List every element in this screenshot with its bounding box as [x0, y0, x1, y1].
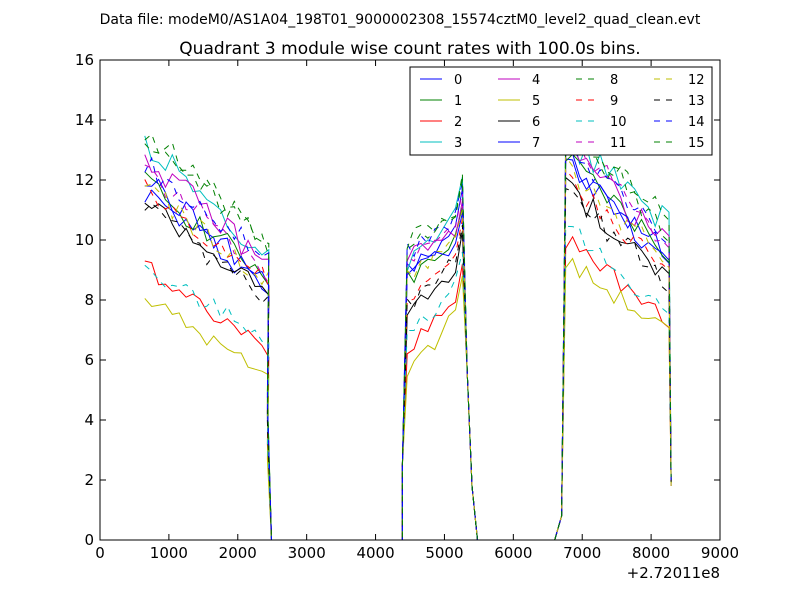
series-line-4 — [144, 145, 672, 540]
series-line-11 — [144, 129, 672, 540]
x-tick-label: 8000 — [632, 544, 670, 562]
series-line-0 — [144, 158, 672, 540]
series-layer — [144, 118, 672, 540]
legend-label-9: 9 — [610, 94, 618, 109]
series-line-3 — [144, 129, 672, 540]
y-tick-label: 6 — [84, 351, 94, 369]
y-tick-label: 8 — [84, 291, 94, 309]
legend-label-2: 2 — [454, 115, 462, 130]
legend-label-7: 7 — [532, 136, 540, 151]
chart-title: Quadrant 3 module wise count rates with … — [179, 39, 640, 59]
x-tick-label: 6000 — [494, 544, 532, 562]
y-tick-label: 0 — [84, 531, 94, 549]
legend-label-14: 14 — [688, 115, 705, 130]
legend-label-1: 1 — [454, 94, 462, 109]
legend-label-4: 4 — [532, 73, 540, 88]
legend-label-5: 5 — [532, 94, 540, 109]
series-line-9 — [144, 168, 672, 540]
x-tick-label: 1000 — [150, 544, 188, 562]
legend-box — [409, 66, 713, 156]
x-offset-label: +2.72011e8 — [627, 564, 720, 582]
legend-label-13: 13 — [688, 94, 705, 109]
legend-label-12: 12 — [688, 73, 705, 88]
y-tick-label: 14 — [75, 111, 94, 129]
series-line-6 — [144, 176, 672, 540]
series-line-14 — [144, 141, 672, 540]
series-line-2 — [144, 235, 672, 540]
y-tick-label: 16 — [75, 51, 94, 69]
legend-label-6: 6 — [532, 115, 540, 130]
legend-label-3: 3 — [454, 136, 462, 151]
series-line-10 — [144, 225, 672, 540]
x-tick-label: 3000 — [288, 544, 326, 562]
x-tick-label: 0 — [95, 544, 105, 562]
series-line-5 — [144, 257, 672, 540]
legend-label-8: 8 — [610, 73, 618, 88]
legend-label-15: 15 — [688, 136, 705, 151]
y-tick-label: 10 — [75, 231, 94, 249]
legend-label-10: 10 — [610, 115, 627, 130]
series-line-13 — [144, 187, 672, 540]
series-line-15 — [144, 126, 672, 540]
series-line-12 — [144, 154, 672, 540]
x-tick-label: 7000 — [563, 544, 601, 562]
y-tick-label: 4 — [84, 411, 94, 429]
axes-layer: 0 1000 2000 3000 4000 5000 6000 7000 8000 9000 0 2 4… — [75, 51, 739, 562]
legend-label-11: 11 — [610, 136, 627, 151]
y-tick-label: 2 — [84, 471, 94, 489]
x-tick-label: 4000 — [356, 544, 394, 562]
figure-suptitle: Data file: modeM0/AS1A04_198T01_90000023… — [100, 12, 701, 28]
legend-label-0: 0 — [454, 73, 462, 88]
y-tick-label: 12 — [75, 171, 94, 189]
x-tick-label: 9000 — [701, 544, 739, 562]
x-tick-label: 5000 — [425, 544, 463, 562]
x-tick-label: 2000 — [219, 544, 257, 562]
